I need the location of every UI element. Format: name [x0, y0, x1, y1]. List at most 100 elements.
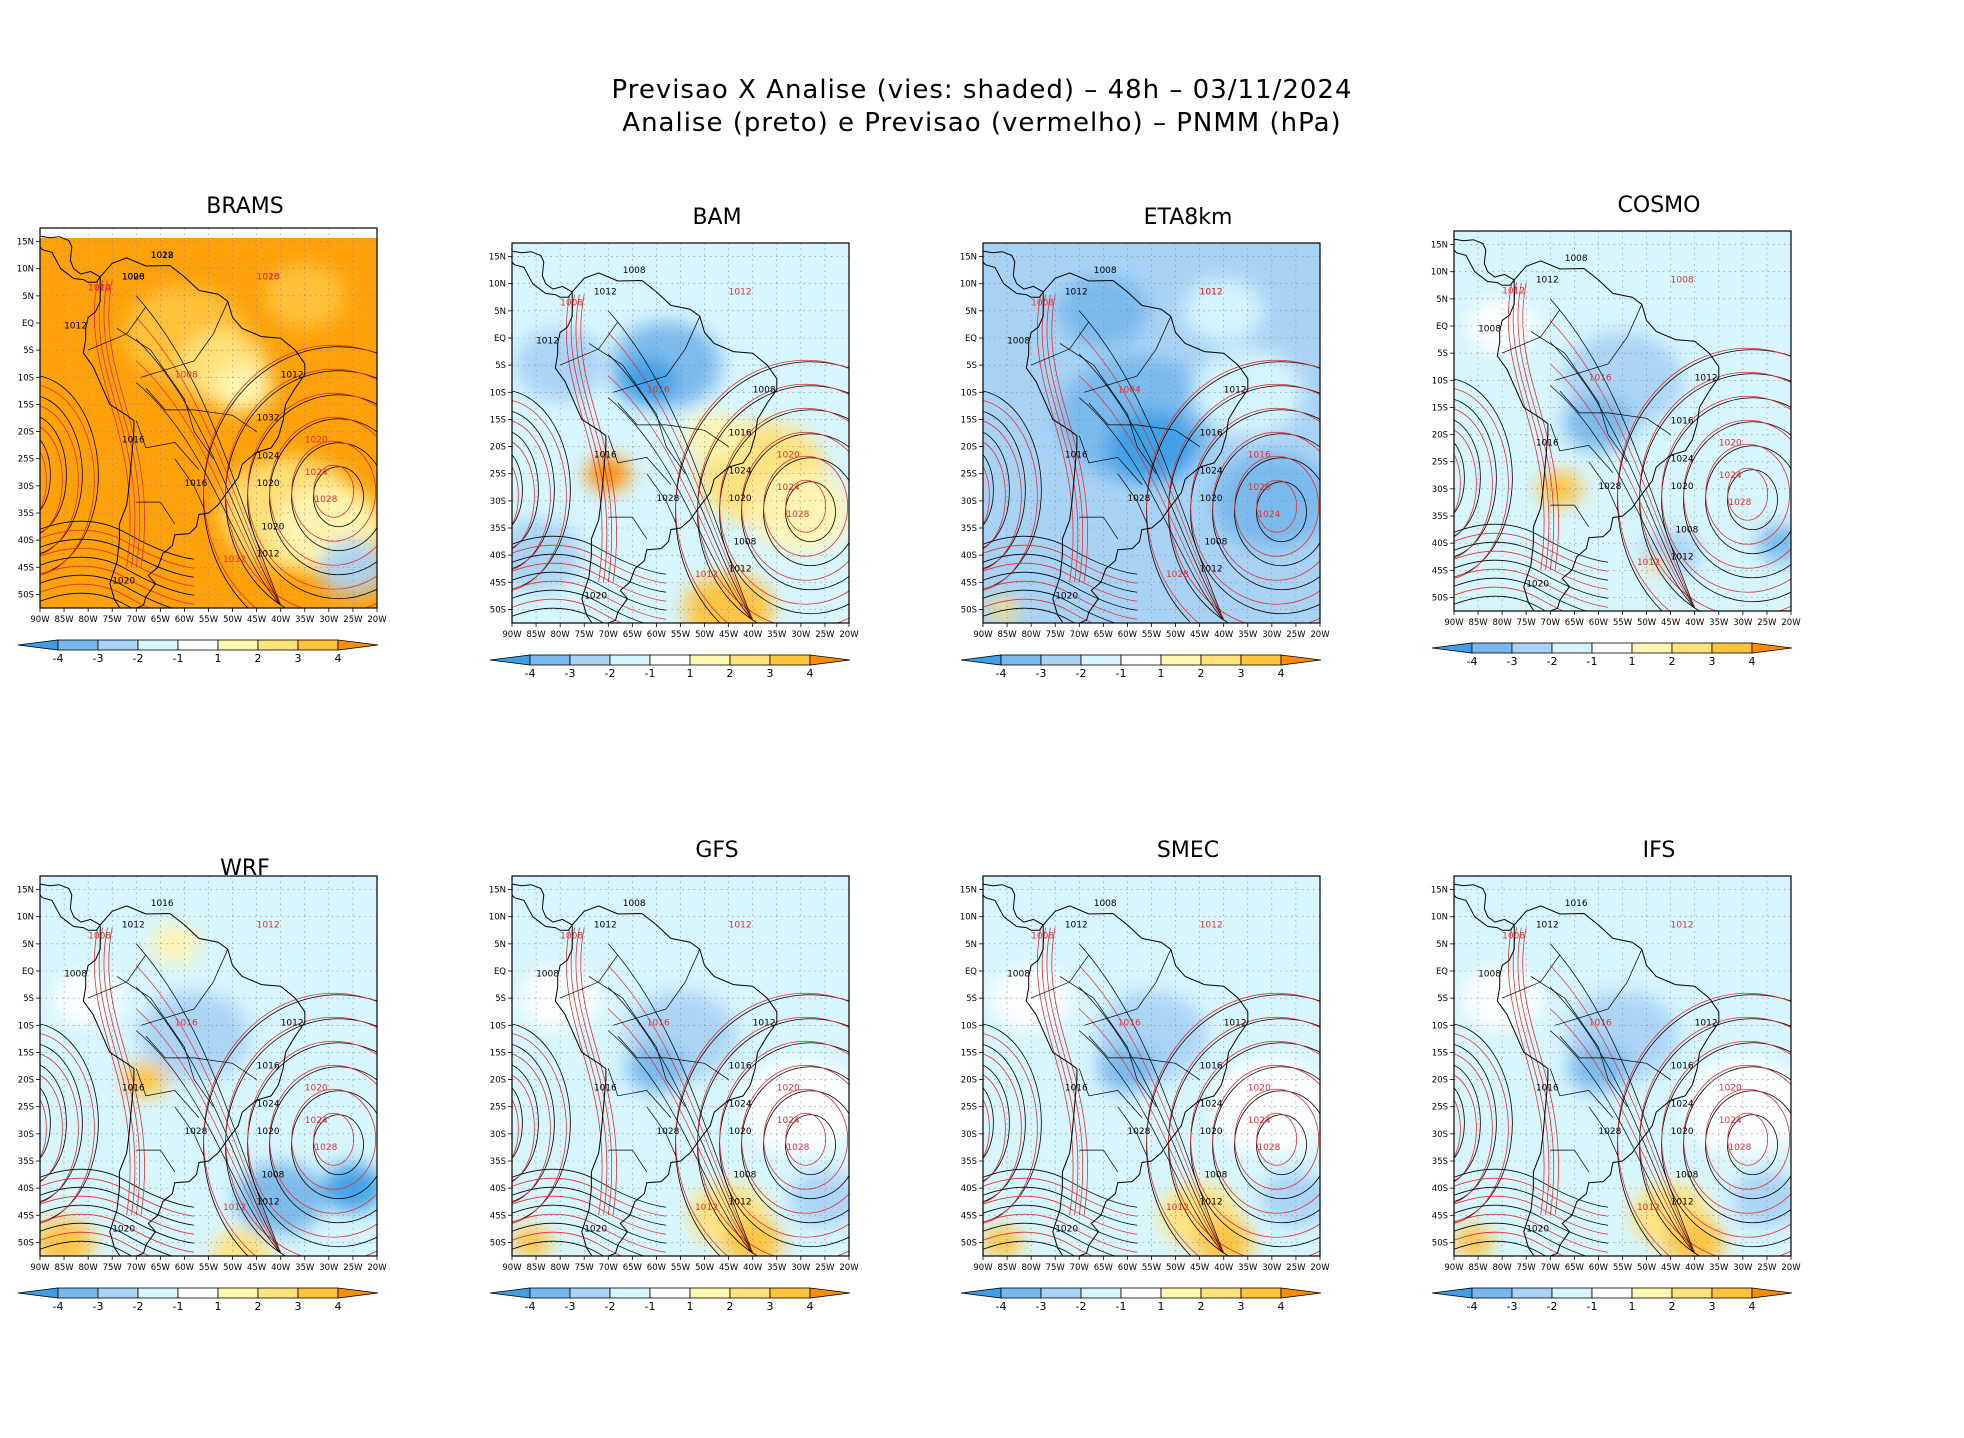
lat-label: 35S: [961, 1157, 977, 1167]
isobar-forecast: [1522, 927, 1559, 1216]
isobar-analysis: [1079, 1030, 1224, 1254]
colorbar-swatch: [649, 654, 691, 666]
lat-label: 30S: [961, 497, 977, 507]
isobar-label-analysis: 1020: [1526, 580, 1549, 590]
isobar-label-analysis: 1016: [1671, 1062, 1694, 1072]
colorbar-label: -2: [1547, 655, 1558, 668]
country-border: [174, 1106, 205, 1156]
isobar-forecast: [785, 479, 827, 533]
isobar-label-analysis: 1020: [1526, 1225, 1549, 1235]
isobar-analysis: [512, 589, 646, 623]
bias-blob: [1211, 452, 1320, 549]
isobar-analysis: [291, 1090, 377, 1200]
lat-label: 45S: [18, 563, 34, 573]
colorbar-arrow-right: [1280, 1287, 1322, 1299]
colorbar-label: 1: [1629, 1300, 1636, 1313]
isobar-forecast: [40, 1195, 195, 1235]
colorbar-swatch: [1631, 1287, 1673, 1299]
colorbar-label: 3: [767, 1300, 774, 1313]
isobar-label-analysis: 1020: [1200, 1127, 1223, 1137]
isobar-analysis: [1454, 419, 1481, 537]
isobar-label-forecast: 1024: [305, 468, 328, 478]
isobar-forecast: [1079, 375, 1225, 621]
colorbar: -4 -3 -2 -1 1 2 3 4: [489, 654, 851, 680]
colorbar: -4 -3 -2 -1 1 2 3 4: [489, 1287, 851, 1313]
isobar-analysis: [1454, 1043, 1497, 1203]
country-border: [87, 954, 147, 999]
isobar-analysis: [608, 397, 753, 621]
isobar-analysis: [40, 439, 51, 511]
colorbar-label: -3: [1507, 655, 1518, 668]
isobar-forecast: [40, 426, 63, 535]
isobar-forecast: [1454, 388, 1509, 579]
lat-label: 20S: [1432, 431, 1448, 441]
country-border: [1117, 473, 1148, 523]
isobar-forecast: [1454, 1195, 1609, 1235]
colorbar-swatch: [1551, 642, 1593, 654]
isobar-forecast: [40, 529, 195, 569]
isobar-label-analysis: 1024: [1200, 1100, 1223, 1110]
colorbar-swatch: [729, 654, 771, 666]
lat-label: 50S: [18, 590, 34, 600]
colorbar-swatch: [1671, 642, 1713, 654]
lon-label: 75W: [575, 1263, 595, 1273]
isobar-forecast: [1683, 419, 1791, 569]
isobar-label-forecast: 1016: [1589, 1018, 1612, 1028]
isobar-forecast: [512, 562, 667, 602]
isobar-label-forecast: 1012: [223, 1203, 246, 1213]
isobar-forecast: [512, 1177, 667, 1217]
lon-label: 25W: [1757, 1263, 1777, 1273]
lon-label: 45W: [1661, 618, 1681, 628]
panel-ifs: IFS 1016 1012 1008 1012 1016 1020 1024 1028 1020…: [1424, 838, 1894, 1438]
lon-label: 20W: [839, 1263, 859, 1273]
isobar-forecast: [225, 1016, 377, 1256]
isobar-forecast: [40, 583, 151, 608]
isobar-label-forecast: 1028: [786, 510, 809, 520]
isobar-analysis: [40, 1204, 195, 1244]
bias-blob: [616, 357, 677, 406]
lat-label: 30S: [490, 1130, 506, 1140]
colorbar-label: 4: [1749, 1300, 1756, 1313]
isobar-forecast: [93, 927, 131, 1216]
lon-label: 20W: [367, 615, 387, 625]
colorbar-label: 3: [295, 1300, 302, 1313]
isobar-forecast: [1036, 294, 1074, 583]
isobar-forecast: [1454, 532, 1609, 572]
isobar-label-forecast: 1012: [1200, 921, 1223, 931]
lon-label: 25W: [815, 630, 835, 640]
isobar-forecast: [1190, 407, 1320, 605]
isobar-analysis: [608, 354, 754, 621]
colorbar-arrow-right: [337, 639, 379, 651]
lat-label: 10N: [1431, 268, 1448, 278]
isobar-forecast: [608, 375, 754, 621]
lon-label: 35W: [295, 615, 315, 625]
lat-label: EQ: [22, 319, 34, 329]
isobar-label-forecast: 1008: [88, 931, 111, 941]
isobar-label-analysis: 1016: [1671, 417, 1694, 427]
lon-label: 45W: [1190, 630, 1210, 640]
lat-label: 40S: [490, 551, 506, 561]
isobar-analysis: [1454, 1222, 1588, 1256]
isobar-analysis: [983, 1043, 1026, 1203]
colorbar-label: -3: [565, 667, 576, 680]
isobar-label-analysis: 1012: [594, 288, 617, 298]
country-border: [1079, 516, 1119, 540]
isobar-forecast: [1639, 371, 1791, 611]
lon-label: 75W: [1046, 630, 1066, 640]
isobar-label-forecast: 1020: [257, 273, 280, 283]
isobar-label-forecast: 1020: [777, 450, 800, 460]
isobar-label-analysis: 1024: [1200, 467, 1223, 477]
country-border: [607, 435, 672, 485]
map-ifs: 1016 1012 1008 1012 1016 1020 1024 1028 1020 1012…: [1431, 875, 1801, 1313]
country-border: [1549, 423, 1614, 473]
isobar-label-forecast: 1024: [777, 1116, 800, 1126]
isobar-label-analysis: 1012: [536, 336, 559, 346]
isobar-label-forecast: 1008: [1031, 931, 1054, 941]
isobar-label-analysis: 1012: [753, 1018, 776, 1028]
lon-label: 85W: [1468, 618, 1488, 628]
isobar-label-forecast: 1020: [1719, 438, 1742, 448]
isobar-forecast: [40, 1231, 151, 1256]
isobar-analysis: [1550, 298, 1696, 609]
bias-blob: [322, 1164, 377, 1213]
isobar-label-analysis: 1008: [733, 537, 756, 547]
